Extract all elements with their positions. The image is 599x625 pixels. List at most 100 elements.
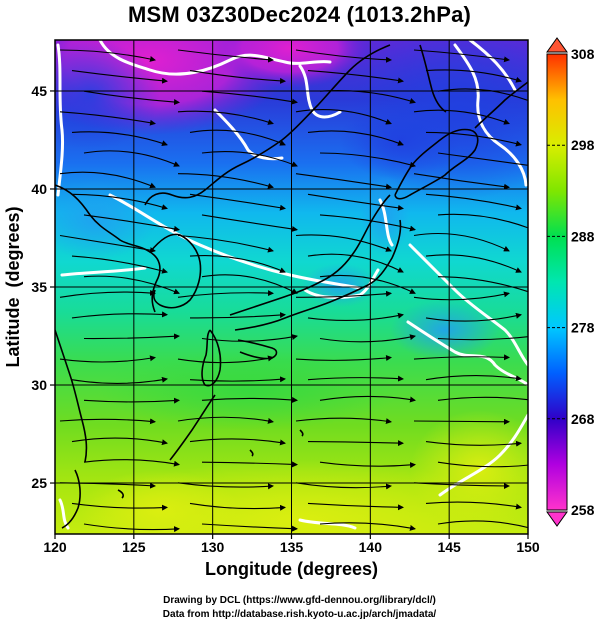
streamline — [437, 333, 528, 341]
colorbar-top-arrow — [546, 37, 568, 53]
streamline — [319, 274, 416, 294]
streamline — [71, 131, 168, 147]
x-tick-label: 150 — [516, 539, 540, 555]
streamline — [71, 70, 168, 84]
streamline — [201, 90, 298, 105]
streamline — [319, 461, 416, 469]
streamline — [201, 274, 298, 294]
colorbar-tick-label: 268 — [571, 411, 595, 427]
streamline — [83, 333, 180, 340]
coastlines — [55, 44, 528, 529]
grid-lines — [55, 40, 528, 534]
streamline — [189, 312, 286, 319]
colorbar-tick-label: 298 — [571, 137, 595, 153]
streamline — [425, 440, 522, 447]
streamline — [413, 109, 510, 125]
streamline — [319, 214, 416, 232]
streamline — [177, 355, 274, 364]
streamline — [201, 214, 298, 232]
streamline — [295, 290, 392, 298]
streamline — [59, 111, 156, 126]
streamline — [307, 193, 404, 211]
streamline — [83, 397, 180, 404]
streamline — [189, 70, 286, 84]
streamline — [307, 70, 404, 84]
streamline — [413, 233, 510, 252]
streamline — [425, 312, 522, 322]
colorbar-tick-label: 288 — [571, 228, 595, 244]
streamline — [437, 461, 528, 469]
y-tick-label: 35 — [31, 279, 47, 295]
x-tick-label: 145 — [437, 539, 461, 555]
streamline — [319, 152, 416, 168]
streamline — [177, 482, 274, 490]
streamline — [83, 523, 180, 533]
x-tick-label: 140 — [359, 539, 383, 555]
streamline — [177, 173, 274, 189]
y-tick-label: 45 — [31, 83, 47, 99]
streamline — [307, 130, 404, 146]
y-axis-title: Latitude (degrees) — [3, 206, 23, 367]
streamline — [425, 131, 522, 147]
map-title: MSM 03Z30Dec2024 (1013.2hPa) — [127, 2, 472, 27]
streamline — [307, 440, 404, 447]
streamline — [307, 375, 404, 382]
colorbar-tick-label: 258 — [571, 502, 595, 518]
colorbar-tick-label: 308 — [571, 46, 595, 62]
streamline — [295, 355, 392, 361]
streamline — [83, 459, 180, 467]
streamline — [319, 522, 416, 531]
streamline — [437, 396, 528, 403]
streamline — [71, 193, 168, 210]
streamline — [437, 152, 528, 169]
streamline — [425, 254, 522, 273]
streamline — [413, 354, 510, 361]
streamline — [437, 520, 528, 531]
streamline — [413, 49, 510, 63]
y-tick-label: 40 — [31, 181, 47, 197]
streamline — [177, 234, 274, 253]
streamline — [201, 461, 298, 468]
streamline — [83, 214, 180, 232]
streamline — [59, 171, 156, 189]
streamline — [71, 255, 168, 274]
streamline — [295, 49, 392, 63]
streamline — [177, 416, 274, 424]
x-tick-label: 130 — [201, 539, 225, 555]
streamline — [201, 523, 298, 532]
streamline — [59, 234, 156, 254]
streamline — [59, 49, 156, 62]
streamlines — [59, 49, 528, 533]
streamline — [189, 376, 286, 383]
streamline — [201, 151, 298, 167]
x-axis-title: Longitude (degrees) — [205, 559, 378, 579]
streamline — [425, 501, 522, 510]
streamline — [307, 312, 404, 322]
streamline — [413, 418, 510, 425]
streamline — [295, 234, 392, 252]
streamline — [295, 173, 392, 190]
streamline — [413, 173, 510, 190]
streamline — [71, 376, 168, 384]
streamline — [201, 396, 298, 403]
x-tick-label: 125 — [122, 539, 146, 555]
streamline — [83, 150, 180, 167]
streamline — [437, 213, 528, 231]
streamline — [425, 69, 522, 83]
streamline — [59, 418, 156, 425]
streamline — [71, 311, 168, 319]
streamline — [189, 193, 286, 211]
streamline — [59, 289, 156, 298]
colorbar: 258 268 278 288 298 308 — [546, 37, 595, 527]
streamline — [189, 129, 286, 146]
streamline — [437, 88, 528, 104]
streamline — [307, 253, 404, 273]
streamline — [71, 437, 168, 446]
streamline — [295, 417, 392, 425]
colorbar-bottom-arrow — [546, 511, 568, 527]
streamline — [295, 109, 392, 125]
streamline — [295, 482, 392, 490]
streamline — [177, 49, 274, 63]
streamline — [413, 291, 510, 301]
